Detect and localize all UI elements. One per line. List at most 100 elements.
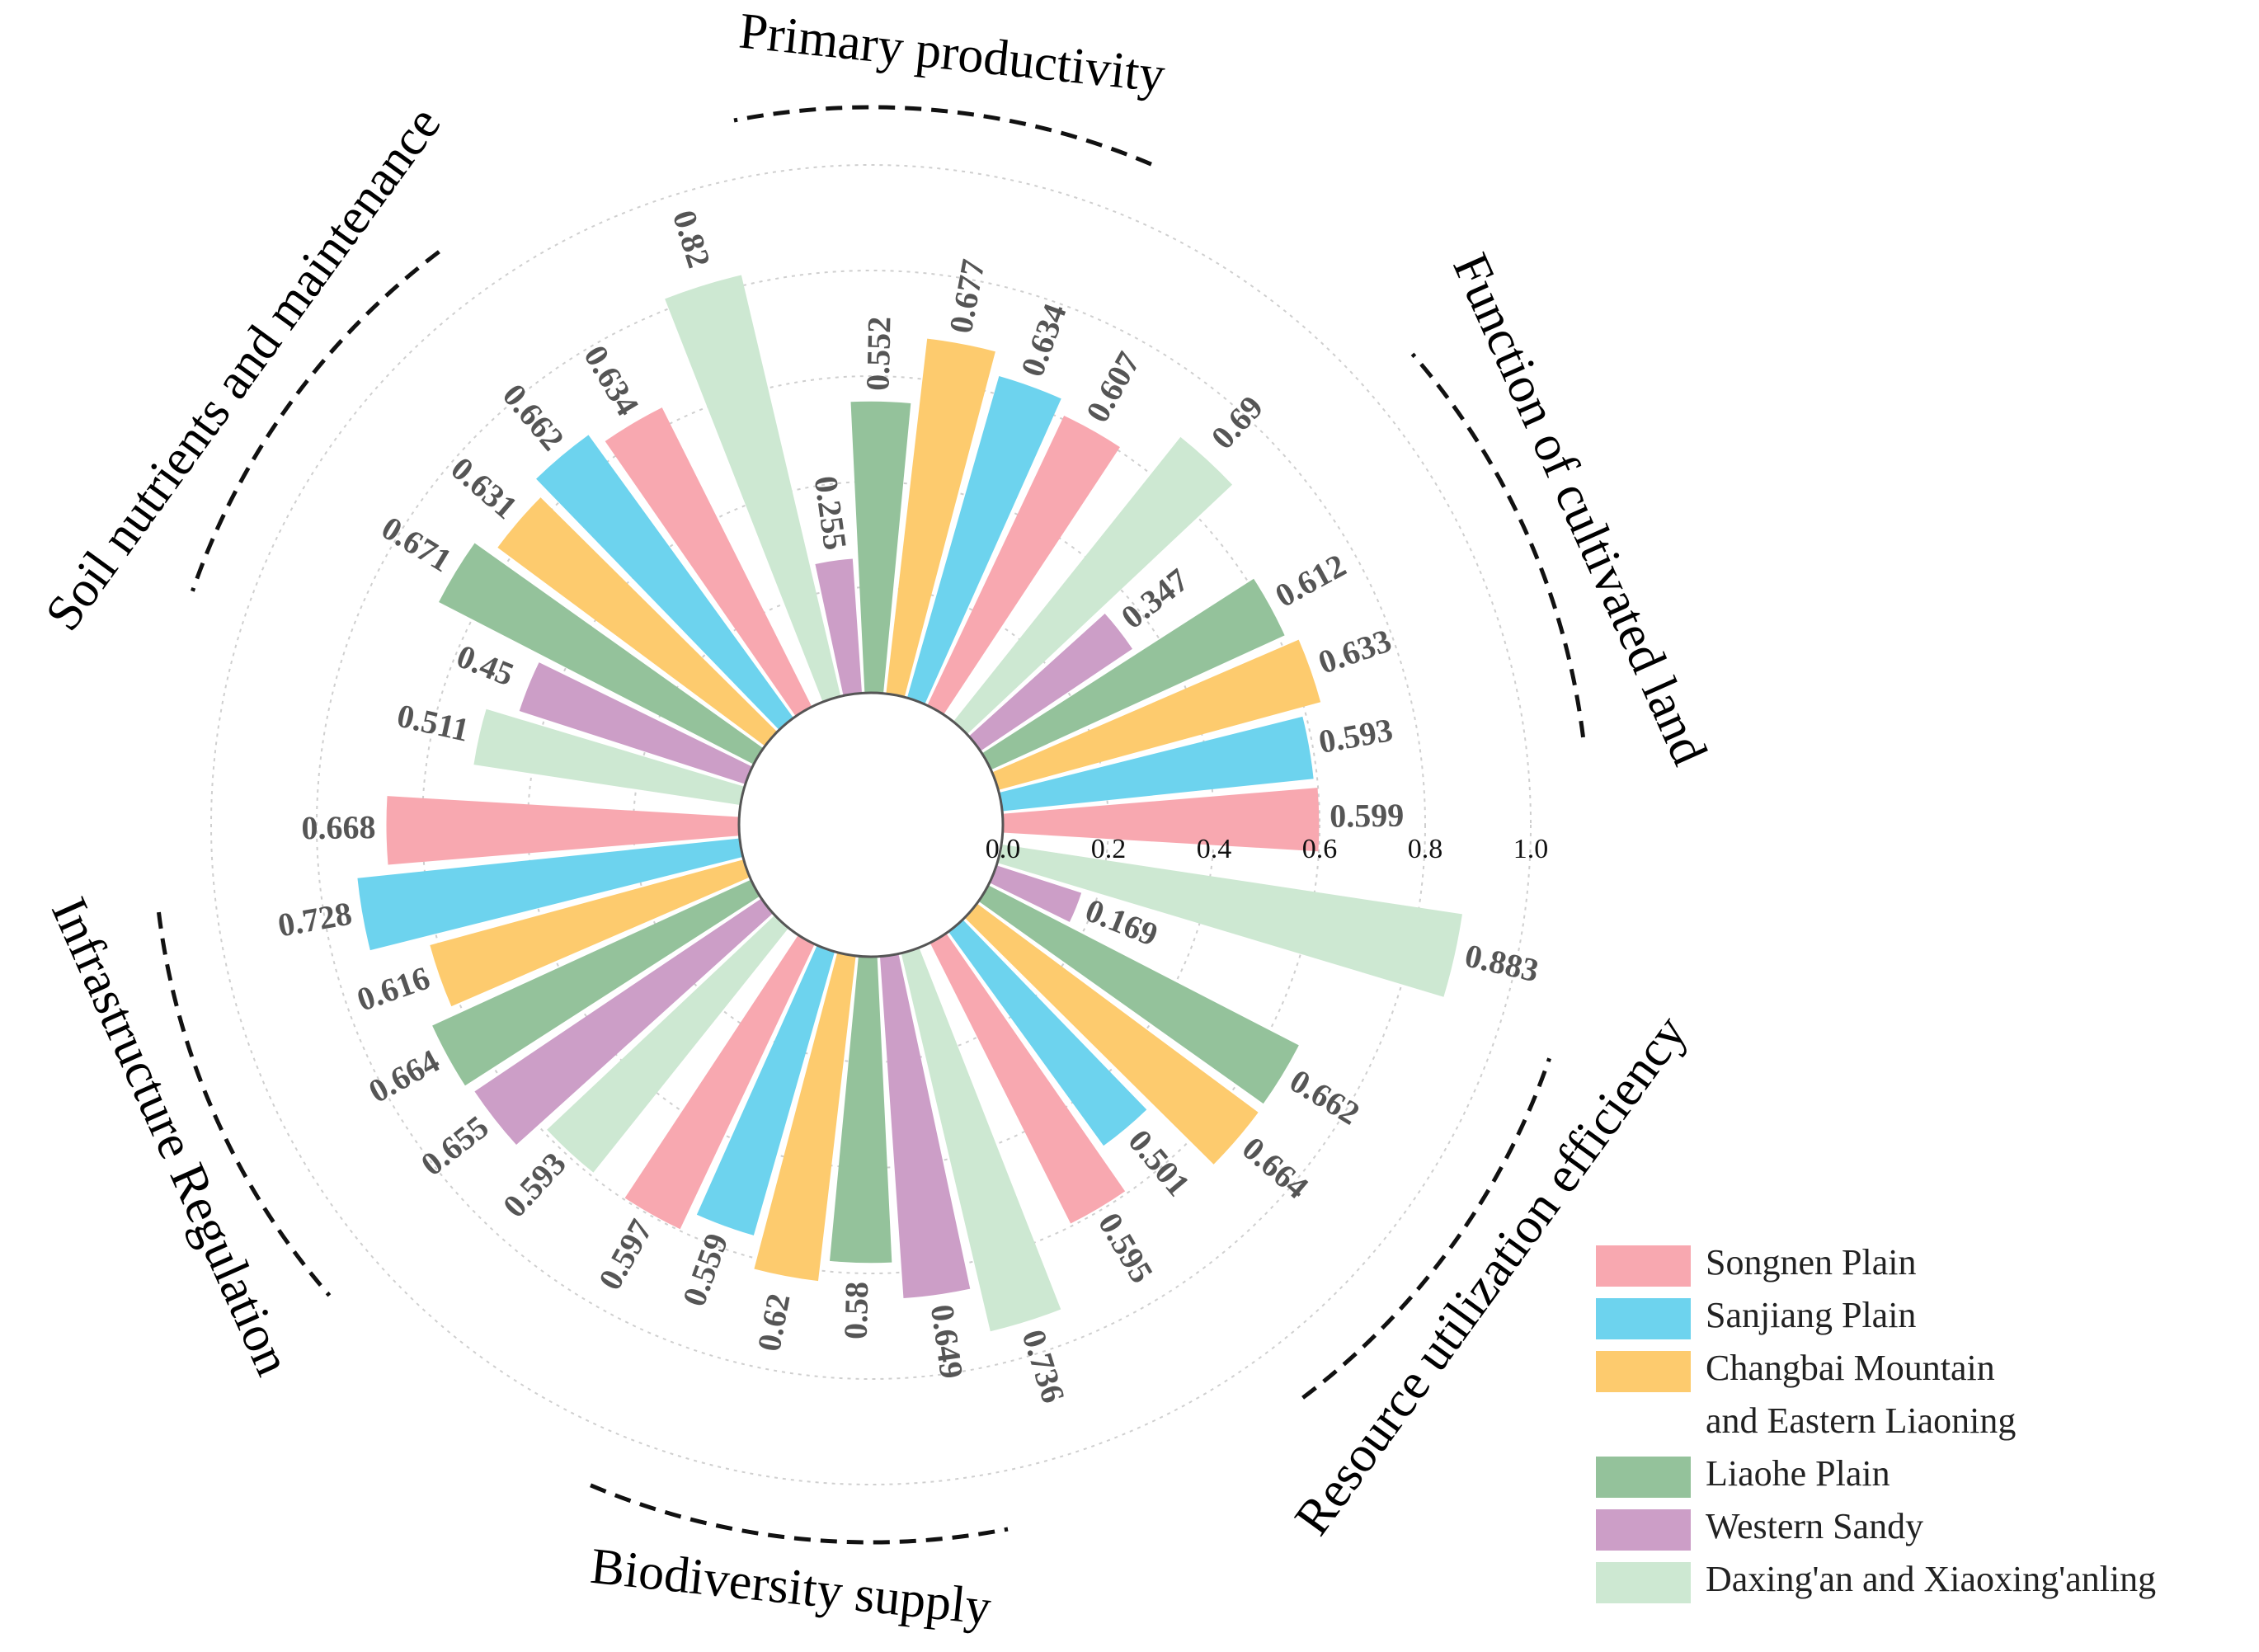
radial-ticks: 0.0 0.2 0.4 0.6 0.8 1.0 bbox=[986, 834, 1549, 864]
value-label: 0.593 bbox=[1315, 711, 1395, 760]
bar bbox=[997, 844, 1462, 997]
bar bbox=[357, 838, 743, 951]
bar bbox=[989, 865, 1082, 922]
value-label: 0.883 bbox=[1461, 937, 1542, 990]
value-label: 0.607 bbox=[1079, 346, 1147, 429]
bar bbox=[536, 435, 794, 731]
legend-label: Liaohe Plain bbox=[1706, 1453, 1890, 1494]
bar bbox=[547, 915, 789, 1173]
legend-label: Sanjiang Plain bbox=[1706, 1295, 1916, 1335]
legend-label: Songnen Plain bbox=[1706, 1242, 1916, 1283]
value-label: 0.664 bbox=[1235, 1129, 1316, 1206]
bar bbox=[948, 919, 1147, 1146]
grid-ring bbox=[316, 270, 1426, 1380]
group-arc bbox=[733, 105, 1152, 167]
value-label: 0.655 bbox=[414, 1108, 496, 1183]
bar bbox=[519, 662, 753, 784]
group-label: Biodiversity supply bbox=[588, 1538, 994, 1636]
bar bbox=[886, 338, 995, 698]
value-label: 0.664 bbox=[362, 1042, 445, 1110]
bar bbox=[497, 497, 778, 746]
value-label: 0.662 bbox=[496, 377, 572, 458]
bar bbox=[953, 436, 1233, 735]
bar bbox=[850, 401, 911, 694]
bar bbox=[665, 275, 841, 703]
group-arcs bbox=[157, 105, 1586, 1545]
grid-ring bbox=[421, 375, 1320, 1274]
center-disc bbox=[737, 691, 1005, 958]
bar bbox=[901, 947, 1061, 1332]
value-label: 0.612 bbox=[1269, 546, 1353, 614]
bar bbox=[754, 952, 856, 1282]
value-label: 0.62 bbox=[750, 1291, 797, 1354]
value-label: 0.634 bbox=[577, 339, 647, 421]
value-label: 0.559 bbox=[675, 1229, 735, 1311]
radial-tick-label: 1.0 bbox=[1513, 834, 1549, 864]
legend-swatch bbox=[1596, 1509, 1691, 1551]
bar bbox=[906, 375, 1061, 704]
radial-tick-label: 0.6 bbox=[1302, 834, 1338, 864]
bar bbox=[981, 578, 1285, 770]
group-arc bbox=[191, 250, 440, 592]
bar bbox=[968, 614, 1133, 751]
value-label: 0.728 bbox=[275, 895, 354, 944]
value-label: 0.662 bbox=[1283, 1061, 1366, 1132]
bar bbox=[1002, 788, 1320, 852]
value-label: 0.671 bbox=[375, 509, 458, 579]
value-label: 0.633 bbox=[1314, 621, 1396, 680]
group-arc bbox=[590, 1483, 1009, 1545]
value-label: 0.552 bbox=[859, 316, 897, 391]
group-arc bbox=[157, 911, 332, 1297]
value-label: 0.58 bbox=[837, 1281, 876, 1339]
bar bbox=[991, 639, 1321, 790]
bars bbox=[357, 275, 1462, 1332]
bar bbox=[624, 934, 815, 1230]
legend-swatch bbox=[1596, 1351, 1691, 1392]
bar bbox=[474, 898, 774, 1146]
value-label: 0.511 bbox=[393, 697, 473, 749]
group-label: Function of cultivated land bbox=[1442, 246, 1718, 774]
group-label: Soil nutrients and maintenance bbox=[35, 96, 451, 641]
bar bbox=[430, 859, 751, 1007]
value-label: 0.668 bbox=[301, 808, 376, 846]
bar bbox=[964, 903, 1259, 1165]
value-label: 0.599 bbox=[1330, 797, 1405, 835]
bar bbox=[929, 933, 1126, 1224]
value-label: 0.631 bbox=[444, 449, 525, 526]
grid-ring bbox=[210, 164, 1532, 1485]
value-label: 0.255 bbox=[807, 473, 854, 552]
bar bbox=[605, 407, 812, 717]
bar bbox=[473, 708, 745, 806]
bar bbox=[927, 415, 1120, 715]
value-label: 0.677 bbox=[942, 257, 992, 337]
bar bbox=[999, 716, 1314, 812]
value-label: 0.69 bbox=[1204, 388, 1271, 456]
bar bbox=[439, 543, 764, 765]
bar bbox=[978, 885, 1299, 1104]
bar bbox=[830, 956, 892, 1264]
bar bbox=[386, 796, 740, 865]
value-label: 0.82 bbox=[666, 206, 718, 272]
value-label: 0.634 bbox=[1014, 299, 1074, 381]
value-label: 0.595 bbox=[1091, 1207, 1161, 1289]
value-label: 0.649 bbox=[924, 1302, 971, 1381]
radial-tick-label: 0.4 bbox=[1197, 834, 1232, 864]
bar bbox=[879, 953, 971, 1299]
legend-swatch bbox=[1596, 1245, 1691, 1287]
radial-tick-label: 0.2 bbox=[1091, 834, 1127, 864]
value-label: 0.736 bbox=[1015, 1325, 1073, 1407]
value-label: 0.593 bbox=[496, 1145, 573, 1225]
bar bbox=[696, 945, 835, 1235]
bar bbox=[815, 558, 863, 696]
value-label: 0.597 bbox=[591, 1213, 660, 1297]
bar bbox=[432, 879, 760, 1086]
legend-swatch bbox=[1596, 1562, 1691, 1603]
value-label: 0.45 bbox=[452, 637, 520, 693]
legend-swatch bbox=[1596, 1457, 1691, 1498]
legend-label: Changbai Mountain bbox=[1706, 1348, 1995, 1388]
legend-label: and Eastern Liaoning bbox=[1706, 1400, 2016, 1441]
group-label: Infrastructure Regulation bbox=[40, 890, 301, 1384]
legend-label: Western Sandy bbox=[1706, 1506, 1923, 1546]
value-label: 0.616 bbox=[352, 958, 435, 1018]
legend-swatch bbox=[1596, 1298, 1691, 1339]
